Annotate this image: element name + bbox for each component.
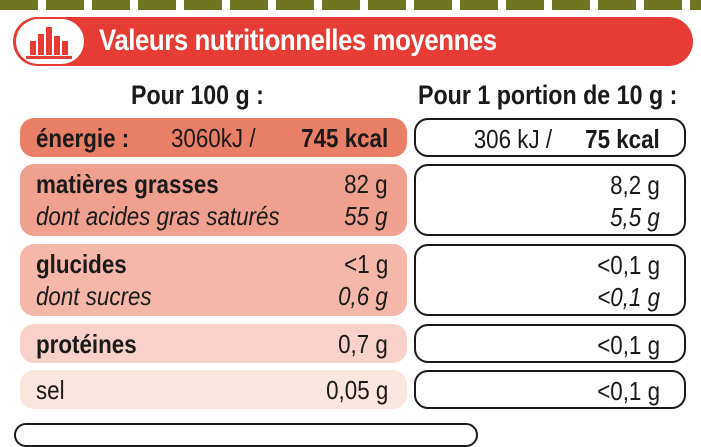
row-proteines-100g: protéines 0,7 g [20, 324, 407, 363]
energie-kj-100g: 3060kJ / [171, 123, 256, 153]
bottom-panel [14, 423, 478, 447]
row-proteines-portion: <0,1 g [414, 324, 686, 363]
bar-chart-icon [26, 27, 72, 59]
satures-value-100g: 55 g [344, 201, 388, 231]
proteines-value-portion: <0,1 g [597, 330, 660, 360]
proteines-label: protéines [36, 329, 137, 359]
header-title: Valeurs nutritionnelles moyennes [99, 24, 497, 57]
column-header-100g: Pour 100 g : [131, 80, 264, 110]
sel-label: sel [36, 375, 65, 405]
row-matieres-100g: matières grasses 82 g dont acides gras s… [20, 164, 407, 236]
row-sel-portion: <0,1 g [414, 370, 686, 409]
matieres-value-100g: 82 g [344, 169, 388, 199]
row-glucides-100g: glucides <1 g dont sucres 0,6 g [20, 244, 407, 316]
sucres-value-100g: 0,6 g [338, 281, 388, 311]
row-energie-portion: 306 kJ / 75 kcal [414, 118, 686, 157]
energie-kcal-portion: 75 kcal [585, 124, 660, 154]
column-header-portion: Pour 1 portion de 10 g : [418, 80, 678, 110]
matieres-value-portion: 8,2 g [610, 170, 660, 200]
energie-label: énergie : [36, 123, 130, 153]
sel-value-portion: <0,1 g [597, 376, 660, 406]
energie-kcal-100g: 745 kcal [300, 123, 388, 153]
row-glucides-portion: <0,1 g <0,1 g [414, 244, 686, 316]
top-decorative-stripe [0, 0, 701, 10]
sel-value-100g: 0,05 g [325, 375, 388, 405]
row-matieres-portion: 8,2 g 5,5 g [414, 164, 686, 236]
sucres-value-portion: <0,1 g [597, 282, 660, 312]
satures-value-portion: 5,5 g [610, 202, 660, 232]
matieres-label: matières grasses [36, 169, 219, 199]
logo-badge [16, 19, 84, 64]
row-energie-100g: énergie : 3060kJ / 745 kcal [20, 118, 407, 157]
glucides-value-100g: <1 g [343, 249, 388, 279]
sucres-label: dont sucres [36, 281, 152, 311]
proteines-value-100g: 0,7 g [338, 329, 388, 359]
glucides-value-portion: <0,1 g [597, 250, 660, 280]
glucides-label: glucides [36, 249, 127, 279]
row-sel-100g: sel 0,05 g [20, 370, 407, 409]
energie-kj-portion: 306 kJ / [473, 124, 552, 154]
nutrition-header: Valeurs nutritionnelles moyennes [13, 17, 693, 66]
satures-label: dont acides gras saturés [36, 201, 280, 231]
